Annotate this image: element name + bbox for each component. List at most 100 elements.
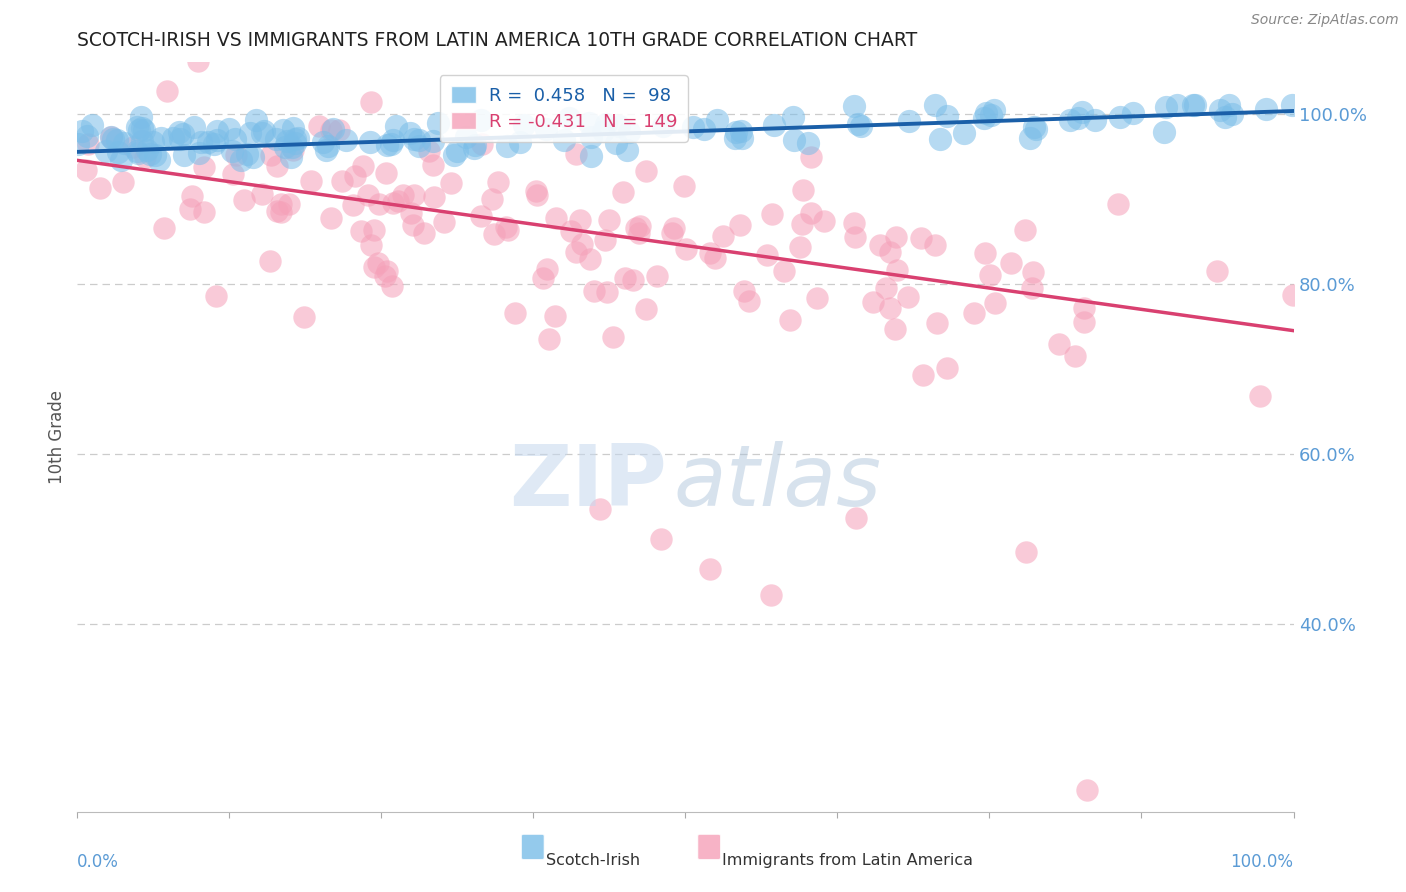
Point [423, 189, 446, 203]
Point [271, 122, 294, 136]
Point [1021, 280, 1043, 294]
Point [357, 187, 380, 202]
Point [1022, 120, 1045, 134]
Point [730, 124, 752, 138]
Point [589, 502, 612, 516]
Point [112, 136, 135, 150]
Point [205, 124, 228, 138]
Point [375, 138, 398, 153]
Point [564, 147, 586, 161]
Point [342, 198, 364, 212]
Point [75, 162, 97, 177]
Point [496, 139, 519, 153]
Point [218, 122, 240, 136]
Point [299, 174, 322, 188]
Point [250, 126, 273, 140]
Point [172, 127, 194, 141]
Point [280, 150, 302, 164]
Point [503, 306, 526, 320]
Point [231, 153, 253, 168]
Point [167, 125, 190, 139]
Point [579, 148, 602, 162]
Point [382, 134, 405, 148]
Point [1047, 337, 1070, 351]
Point [569, 213, 592, 227]
Point [628, 227, 651, 241]
Point [162, 131, 184, 145]
Point [800, 150, 823, 164]
Point [578, 115, 600, 129]
Point [1249, 389, 1271, 403]
Point [1220, 107, 1243, 121]
Point [259, 254, 281, 268]
Point [278, 197, 301, 211]
Point [879, 244, 901, 259]
Point [274, 140, 297, 154]
Point [363, 223, 385, 237]
Point [898, 114, 921, 128]
Point [979, 268, 1001, 282]
Point [470, 209, 492, 223]
Point [470, 112, 492, 127]
Point [763, 119, 786, 133]
Point [308, 119, 330, 133]
Point [408, 133, 430, 147]
Point [875, 280, 897, 294]
Point [266, 132, 288, 146]
Point [404, 188, 426, 202]
Point [1070, 104, 1092, 119]
Point [375, 166, 398, 180]
Point [188, 146, 211, 161]
Point [1025, 122, 1047, 136]
Point [422, 158, 444, 172]
Point [127, 144, 149, 158]
Point [253, 124, 276, 138]
Point [980, 108, 1002, 122]
Point [1084, 112, 1107, 127]
Point [862, 295, 884, 310]
Point [973, 245, 995, 260]
Point [879, 301, 901, 316]
Point [482, 227, 505, 241]
Point [761, 207, 783, 221]
Point [782, 110, 804, 124]
Point [149, 130, 172, 145]
Point [1218, 98, 1240, 112]
Point [129, 110, 152, 124]
Point [779, 313, 801, 327]
Point [401, 205, 423, 219]
Text: ZIP: ZIP [509, 441, 668, 524]
Point [1076, 783, 1098, 797]
Point [107, 133, 129, 147]
Legend: R =  0.458   N =  98, R = -0.431   N = 149: R = 0.458 N = 98, R = -0.431 N = 149 [440, 75, 688, 142]
Point [100, 130, 122, 145]
Point [222, 167, 245, 181]
Point [322, 121, 344, 136]
Point [790, 217, 813, 231]
Point [181, 189, 204, 203]
Point [844, 230, 866, 244]
Point [486, 175, 509, 189]
Point [70, 124, 93, 138]
Point [481, 193, 503, 207]
Point [464, 138, 486, 153]
Point [706, 112, 728, 127]
Point [142, 135, 165, 149]
Point [799, 206, 821, 220]
Point [1019, 131, 1042, 145]
Point [242, 150, 264, 164]
Point [617, 125, 640, 139]
Point [350, 224, 373, 238]
Point [197, 136, 219, 150]
Point [100, 130, 122, 145]
Point [232, 193, 254, 207]
Point [1153, 125, 1175, 139]
Point [101, 132, 124, 146]
Point [136, 144, 159, 158]
Point [221, 144, 243, 158]
Text: 0.0%: 0.0% [77, 853, 120, 871]
Point [524, 184, 547, 198]
Point [374, 268, 396, 283]
Point [318, 138, 340, 153]
Point [283, 120, 305, 135]
